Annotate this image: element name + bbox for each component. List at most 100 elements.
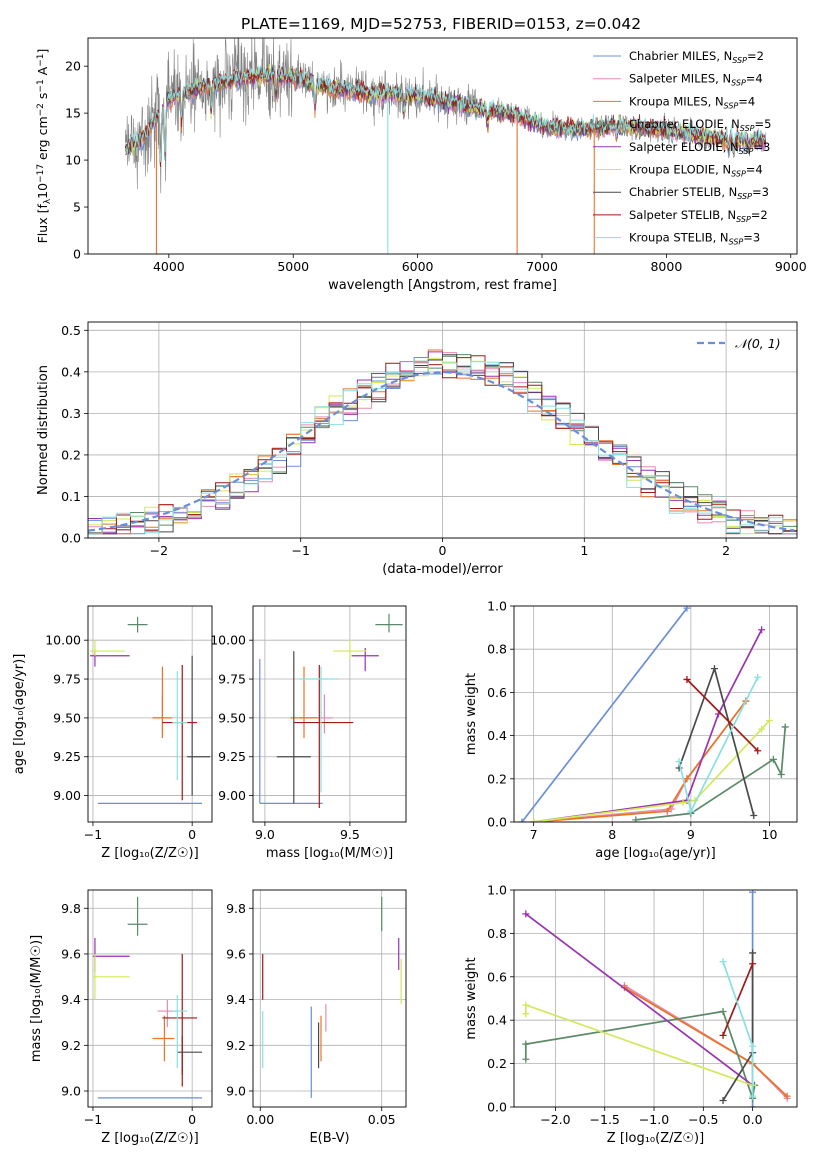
x-tick-label: 4000 [153,259,185,274]
y-tick-label: 0.4 [61,364,81,379]
y-tick-label: 10.00 [210,633,246,648]
y-tick-label: 9.8 [61,901,81,916]
weight-marker-salpeter-stelib [754,747,762,755]
weight-marker-chabrier-stelib [719,1096,727,1104]
x-tick-label: 0.0 [743,1112,763,1127]
y-tick-label: 0.0 [487,1100,507,1115]
x-tick-label: 8 [608,827,616,842]
x-tick-label: −0.5 [688,1112,718,1127]
errorbar-kroupa-miles [152,1015,175,1062]
y-tick-label: 20 [65,59,81,74]
plot-area-weight-vs-z [522,890,791,1107]
legend-label-chabrier-miles: Chabrier MILES, NSSP=2 [629,49,764,65]
x-tick-label: 0 [439,543,447,558]
y-tick-label: 0.1 [61,489,81,504]
weight-marker-chabrier-elodie [781,723,789,731]
y-tick-label: 0.2 [61,447,81,462]
legend-label-chabrier-stelib: Chabrier STELIB, NSSP=3 [629,185,769,201]
axes-frame [252,605,407,823]
weight-marker-kroupa-elodie [758,725,766,733]
y-tick-label: 0.0 [487,815,507,830]
x-tick-label: −1 [84,1112,102,1127]
y-tick-label: 0.2 [487,1056,507,1071]
weight-marker-chabrier-miles [518,818,526,822]
axes-frame [252,889,407,1108]
axes-frame [87,321,798,539]
errorbar-chabrier-stelib [276,651,311,804]
y-tick-label: 0.6 [487,685,507,700]
x-tick-label: 5000 [277,259,309,274]
x-tick-label: 9 [687,827,695,842]
weight-marker-kroupa-miles [663,807,671,815]
x-tick-label: 7000 [526,259,558,274]
axes-frame [87,889,213,1108]
weight-marker-salpeter-elodie [758,626,766,634]
errorbar-kroupa-elodie [89,640,125,656]
y-tick-label: 0.5 [61,323,81,338]
y-tick-label: 9.4 [226,992,246,1007]
weight-marker-chabrier-elodie [522,1040,530,1048]
weight-marker-kroupa-stelib [675,758,683,766]
normal-curve [88,371,795,532]
weight-marker-salpeter-elodie [522,910,530,918]
x-tick-label: 10 [762,827,778,842]
weight-marker-chabrier-stelib [749,949,757,957]
errorbar-salpeter-elodie [351,647,379,672]
x-tick-label: 8000 [650,259,682,274]
legend-label-kroupa-elodie: Kroupa ELODIE, NSSP=4 [629,163,763,179]
panel-age-vs-z: −1 0 9.00 9.25 9.50 9.75 10.00 Z [log₁₀(Z/Z☉)] a… [12,605,213,861]
weight-line-chabrier-miles [521,607,688,822]
errorbar-kroupa-stelib [172,671,188,781]
y-tick-label: 0.6 [487,969,507,984]
x-tick-label: −2 [150,543,168,558]
weight-line-salpeter-stelib [722,963,754,1036]
spectrum-model-salpeter-miles [124,70,766,169]
axes-frame [87,37,798,255]
x-tick-label: −1.5 [590,1112,620,1127]
y-tick-label: 9.2 [226,1038,246,1053]
x-tick-label: 0 [188,827,196,842]
legend-label-normal: 𝒩(0, 1) [735,336,781,351]
weight-marker-chabrier-elodie [777,770,785,778]
y-tick-label: 0 [73,247,81,262]
x-tick-label: −2.0 [540,1112,570,1127]
spectrum-model-kroupa-stelib [124,65,767,163]
histogram-salpeter-stelib [88,355,797,535]
y-tick-label: 0.4 [487,1013,507,1028]
y-tick-label: 9.4 [61,992,81,1007]
legend-label-salpeter-stelib: Salpeter STELIB, NSSP=2 [629,208,768,224]
x-tick-label: 0 [188,1112,196,1127]
y-tick-label: 9.8 [226,901,246,916]
x-tick-label: −1.0 [639,1112,669,1127]
y-tick-label: 9.6 [61,946,81,961]
panel-age-vs-mass: 9.0 9.5 9.00 9.25 9.50 9.75 10.00 mass [log₁₀(M… [210,605,407,861]
y-axis-label: Normed distribution [36,365,51,495]
panel-weight-vs-z: −2.0 −1.5 −1.0 −0.5 0.0 0.0 0.2 0.4 0.6 0.8 1.0 Z [… [464,883,798,1146]
weight-marker-chabrier-elodie [719,1008,727,1016]
weight-marker-kroupa-elodie [522,1001,530,1009]
y-tick-label: 0.2 [487,771,507,786]
weight-marker-chabrier-elodie [769,755,777,763]
panel-mass-vs-ebv: 0.00 0.05 9.0 9.2 9.4 9.6 9.8 E(B-V) [226,889,407,1146]
weight-marker-kroupa-elodie [679,799,687,807]
y-axis-label: mass weight [464,957,479,1039]
panels: 4000 5000 6000 7000 8000 900005101520waveleng… [12,37,807,1146]
axes-frame [87,605,213,823]
weight-marker-kroupa-stelib [719,958,727,966]
axes-frame [513,889,798,1108]
x-axis-label: age [log₁₀(age/yr)] [595,846,716,861]
figure-title: PLATE=1169, MJD=52753, FIBERID=0153, z=0… [241,15,641,33]
plot-area-residuals [88,349,797,535]
y-axis-label: Flux [fλ10−17 erg cm−2 s−1 A−1] [35,49,53,244]
errorbar-kroupa-elodie [332,640,367,659]
plot-area-age-vs-z [89,616,211,804]
weight-marker-salpeter-stelib [683,675,691,683]
y-tick-label: 1.0 [487,883,507,898]
weight-marker-chabrier-miles [683,606,691,612]
legend-label-kroupa-miles: Kroupa MILES, NSSP=4 [629,94,755,110]
errorbar-chabrier-elodie [375,613,403,633]
errorbar-chabrier-elodie [127,616,148,633]
residuals-legend: 𝒩(0, 1) [697,336,781,351]
x-axis-label: E(B-V) [309,1131,349,1146]
x-tick-label: 9.5 [340,827,360,842]
